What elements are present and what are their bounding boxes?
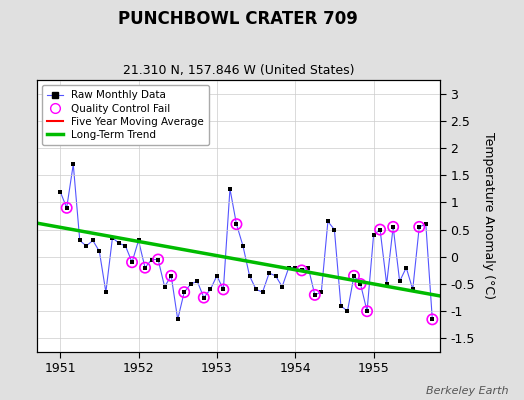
Point — [422, 221, 430, 227]
Point — [154, 256, 162, 263]
Point — [167, 273, 176, 279]
Point — [141, 264, 149, 271]
Point — [428, 316, 436, 322]
Point — [396, 278, 404, 284]
Y-axis label: Temperature Anomaly (°C): Temperature Anomaly (°C) — [482, 132, 495, 300]
Point — [369, 232, 378, 238]
Point — [95, 248, 104, 254]
Point — [200, 294, 208, 301]
Point — [376, 226, 384, 233]
Point — [271, 273, 280, 279]
Point — [102, 289, 110, 295]
Point — [252, 286, 260, 293]
Point — [415, 224, 423, 230]
Point — [108, 234, 117, 241]
Point — [350, 273, 358, 279]
Point — [75, 237, 84, 244]
Point — [356, 281, 365, 287]
Point — [389, 224, 397, 230]
Point — [324, 218, 332, 225]
Point — [173, 316, 182, 322]
Point — [376, 226, 384, 233]
Point — [389, 224, 397, 230]
Point — [291, 264, 299, 271]
Point — [141, 264, 149, 271]
Point — [128, 259, 136, 266]
Point — [134, 237, 143, 244]
Point — [409, 286, 417, 293]
Point — [415, 224, 423, 230]
Point — [187, 281, 195, 287]
Point — [160, 284, 169, 290]
Point — [180, 289, 189, 295]
Point — [363, 308, 372, 314]
Point — [180, 289, 189, 295]
Point — [62, 205, 71, 211]
Point — [383, 281, 391, 287]
Point — [350, 273, 358, 279]
Point — [337, 302, 345, 309]
Point — [154, 256, 162, 263]
Point — [89, 237, 97, 244]
Point — [363, 308, 372, 314]
Point — [402, 264, 410, 271]
Point — [219, 286, 227, 293]
Point — [428, 316, 436, 322]
Point — [311, 292, 319, 298]
Point — [115, 240, 123, 246]
Point — [298, 267, 306, 274]
Point — [56, 188, 64, 195]
Point — [219, 286, 227, 293]
Point — [265, 270, 274, 276]
Point — [317, 289, 325, 295]
Point — [193, 278, 202, 284]
Point — [147, 256, 156, 263]
Point — [82, 243, 91, 249]
Point — [311, 292, 319, 298]
Point — [239, 243, 247, 249]
Point — [304, 264, 312, 271]
Title: 21.310 N, 157.846 W (United States): 21.310 N, 157.846 W (United States) — [123, 64, 354, 78]
Point — [258, 289, 267, 295]
Point — [200, 294, 208, 301]
Point — [298, 267, 306, 274]
Point — [278, 284, 286, 290]
Point — [285, 264, 293, 271]
Text: Berkeley Earth: Berkeley Earth — [426, 386, 508, 396]
Point — [213, 273, 221, 279]
Point — [232, 221, 241, 227]
Point — [343, 308, 352, 314]
Text: PUNCHBOWL CRATER 709: PUNCHBOWL CRATER 709 — [118, 10, 358, 28]
Point — [121, 243, 129, 249]
Point — [232, 221, 241, 227]
Point — [69, 161, 78, 168]
Point — [226, 186, 234, 192]
Legend: Raw Monthly Data, Quality Control Fail, Five Year Moving Average, Long-Term Tren: Raw Monthly Data, Quality Control Fail, … — [42, 85, 209, 145]
Point — [206, 286, 214, 293]
Point — [167, 273, 176, 279]
Point — [356, 281, 365, 287]
Point — [62, 205, 71, 211]
Point — [330, 226, 339, 233]
Point — [245, 273, 254, 279]
Point — [128, 259, 136, 266]
